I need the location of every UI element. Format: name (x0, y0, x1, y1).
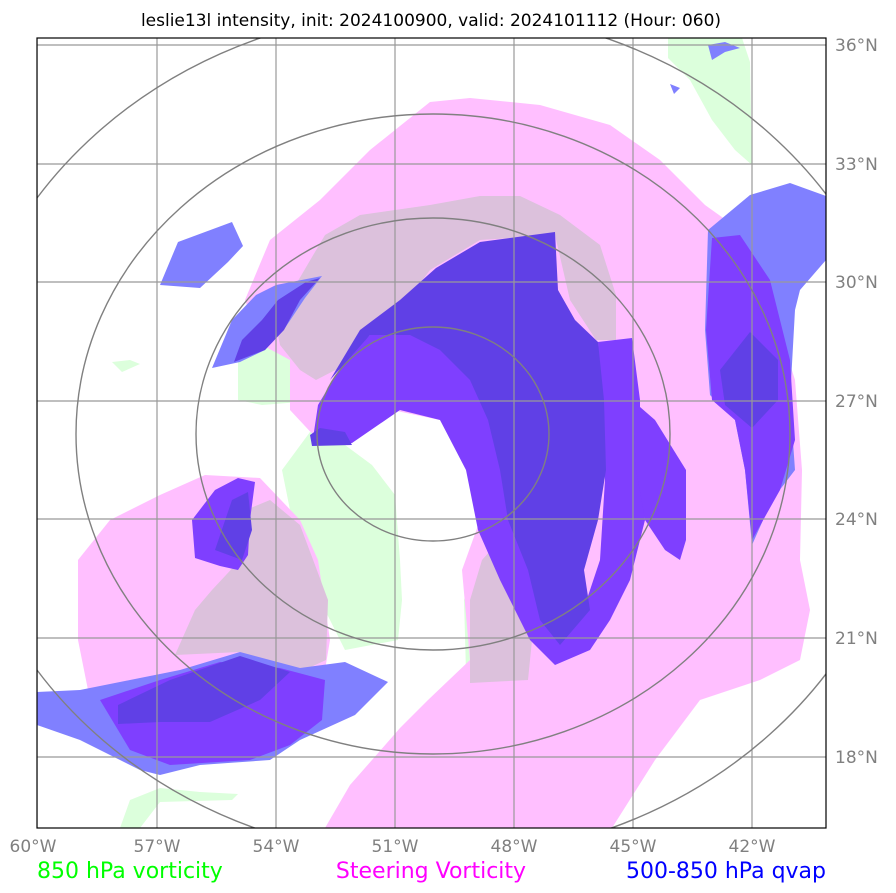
range-ring-3 (75, 113, 791, 755)
map-title: leslie13l intensity, init: 2024100900, v… (141, 11, 721, 31)
qvap-region-southwest-small-overlap (215, 492, 252, 560)
legend: 850 hPa vorticity Steering Vorticity 500… (37, 859, 826, 884)
vorticity-850-region-southwest (120, 788, 238, 828)
legend-850-vorticity: 850 hPa vorticity (37, 859, 223, 884)
lat-label-6: 18°N (835, 748, 878, 768)
qvap-region-northeast-dot (670, 84, 680, 94)
lon-label-6: 42°W (729, 837, 776, 857)
vorticity-850-region-northeast (668, 38, 752, 165)
range-rings (37, 38, 826, 828)
qvap-region-east-overlap (720, 332, 778, 428)
latitude-labels: 36°N 33°N 30°N 27°N 24°N 21°N 18°N (835, 36, 878, 768)
qvap-region-northwest-patch (160, 222, 243, 288)
lon-label-2: 54°W (253, 837, 300, 857)
qvap-region-center-dark (312, 330, 645, 665)
lon-label-1: 57°W (134, 837, 181, 857)
qvap-region-southwest-overlap (118, 656, 290, 724)
qvap-region-northeast-speck (708, 42, 740, 60)
steering-overlap-region-southwest (175, 500, 328, 672)
plot-frame (36, 37, 827, 829)
graticule (37, 38, 826, 828)
qvap-layer (37, 42, 826, 775)
range-ring-1 (316, 326, 550, 542)
qvap-region-west-wedge (310, 428, 352, 446)
lon-label-0: 60°W (10, 837, 57, 857)
legend-steering-vorticity: Steering Vorticity (336, 859, 526, 884)
qvap-region-east-band (632, 400, 686, 560)
plot-area (37, 38, 826, 828)
lat-label-2: 30°N (835, 273, 878, 293)
longitude-labels: 60°W 57°W 54°W 51°W 48°W 45°W 42°W (10, 837, 776, 857)
lat-label-4: 24°N (835, 510, 878, 530)
range-ring-2 (195, 217, 671, 651)
lat-label-1: 33°N (835, 155, 878, 175)
lat-label-3: 27°N (835, 392, 878, 412)
lon-label-5: 45°W (610, 837, 657, 857)
vorticity-850-region-speck (112, 360, 140, 372)
qvap-region-center-overlap (330, 232, 606, 645)
lon-label-4: 48°W (491, 837, 538, 857)
lat-label-0: 36°N (835, 36, 878, 56)
legend-qvap: 500-850 hPa qvap (626, 859, 826, 884)
qvap-region-northwest-dark (234, 278, 320, 362)
lon-label-3: 51°W (372, 837, 419, 857)
lat-label-5: 21°N (835, 629, 878, 649)
vorticity-850-region-center (282, 432, 402, 650)
